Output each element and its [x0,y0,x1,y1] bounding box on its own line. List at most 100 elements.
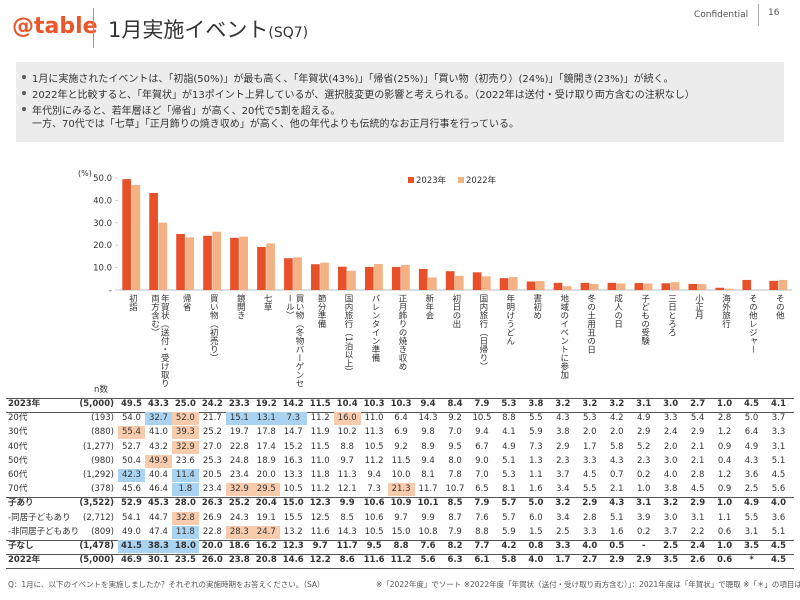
bar [455,275,464,290]
table-cell: 3.4 [556,484,570,495]
table-cell: 3.7 [663,526,678,537]
table-cell: 40.4 [148,470,168,480]
table-cell: 11.3 [337,470,357,480]
table-cell: 23.3 [228,399,250,409]
x-tick-label: 買い物（初売り） [208,294,219,362]
bar [311,264,320,290]
table-cell: 9.2 [448,413,462,424]
table-cell: 3.3 [583,455,597,466]
table-cell: 46.9 [120,555,142,566]
table-cell: 2.9 [636,427,651,438]
y-tick-label: 50.0 [93,174,112,184]
table-line [6,554,794,556]
table-cell: 3.0 [663,512,678,523]
table-cell: 26.0 [201,555,223,566]
table-cell: 2.0 [583,427,597,438]
bar [266,243,275,290]
table-cell: 18.9 [256,455,276,466]
table-cell: 1.5 [529,526,543,537]
row-n: (5,000) [79,399,114,409]
table-cell: 9.2 [394,441,408,452]
x-tick-label: 七草 [262,294,273,311]
table-cell: 5.9 [529,427,543,438]
table-cell: 8.5 [447,498,463,509]
table-cell: 8.8 [475,526,489,537]
table-cell: 6.5 [475,484,489,495]
table-cell: 7.3 [529,441,543,452]
table-cell: 52.7 [122,441,141,452]
table-cell: 23.5 [174,555,196,566]
legend-swatch [458,177,464,183]
table-cell: 1.2 [717,470,732,480]
bar [230,237,239,290]
table-cell: 3.2 [663,498,679,509]
table-cell: 9.4 [367,470,381,480]
table-cell: 11.4 [171,469,199,482]
table-cell: 0.6 [717,555,733,566]
table-cell: 3.6 [744,470,759,480]
table-cell: 2.6 [690,555,706,566]
row-n: (980) [91,455,114,466]
table-cell: 4.5 [770,541,787,551]
table-cell: 9.4 [421,455,435,466]
table-cell: 0.8 [528,541,544,551]
title: 1月実施イベント(SQ7) [108,14,308,44]
table-cell: * [749,555,754,566]
table-cell: 9.5 [448,441,462,452]
x-tick-label: 書初め [531,294,542,320]
table-cell: 7.3 [279,412,307,426]
table-cell: 12.1 [337,484,357,495]
table-cell: 23.8 [228,555,250,566]
table-cell: 3.6 [771,512,786,523]
table-cell: 1.0 [717,541,733,551]
bar [634,283,644,290]
table-cell: 2.8 [717,413,732,424]
table-cell: 5.4 [690,413,705,424]
table-cell: 22.8 [202,526,222,537]
table-cell: 6.3 [447,555,463,566]
table-cell: 6.1 [474,555,490,566]
table-cell: 3.4 [556,512,570,523]
table-cell: 2.7 [582,555,598,566]
table-cell: 2.0 [609,427,624,438]
table-cell: 41.5 [118,540,145,553]
bar [553,282,563,290]
bar [364,266,374,290]
table-cell: 4.2 [609,413,624,424]
table-cell: 10.3 [363,399,385,409]
row-n: (3,522) [79,498,114,509]
table-cell: 3.2 [555,498,571,509]
table-cell: 11.8 [310,470,330,480]
table-cell: 49.0 [122,526,141,537]
bar [643,283,653,290]
table-cell: 10.5 [364,526,384,537]
bar [320,262,329,290]
x-tick-label: 国内旅行（1泊以上） [343,294,354,376]
bar [176,234,185,290]
table-cell: 25.2 [228,498,250,509]
table-cell: 44.7 [148,512,168,523]
bar [212,231,222,290]
x-tick-label: 鏡開き [235,294,246,320]
y-tick-label: 10.0 [93,264,112,274]
table-cell: 9.9 [421,512,435,523]
bar [724,288,734,290]
table-cell: 10.3 [390,399,412,409]
table-cell: 0.4 [717,455,732,466]
table-cell: 20.8 [255,555,277,566]
n-header: n数 [94,385,108,395]
table-cell: 8.4 [447,399,463,409]
summary-box [16,62,784,142]
table-cell: 12.2 [309,555,331,566]
table-cell: 0.5 [609,541,625,551]
x-tick-label: 初詣 [127,294,138,311]
bar [131,184,141,290]
table-cell: 15.0 [391,526,411,537]
table-cell: 5.1 [771,526,786,537]
table-cell: 10.5 [472,413,492,424]
table-cell: 5.1 [609,512,624,523]
y-tick-label: 20.0 [93,241,112,251]
footer-note: ※「2022年度」でソート ※2022年度「年賀状（送付・受け取り両方含む）」：… [376,580,800,589]
table-cell: 11.8 [171,525,199,539]
table-cell: 3.8 [528,399,544,409]
